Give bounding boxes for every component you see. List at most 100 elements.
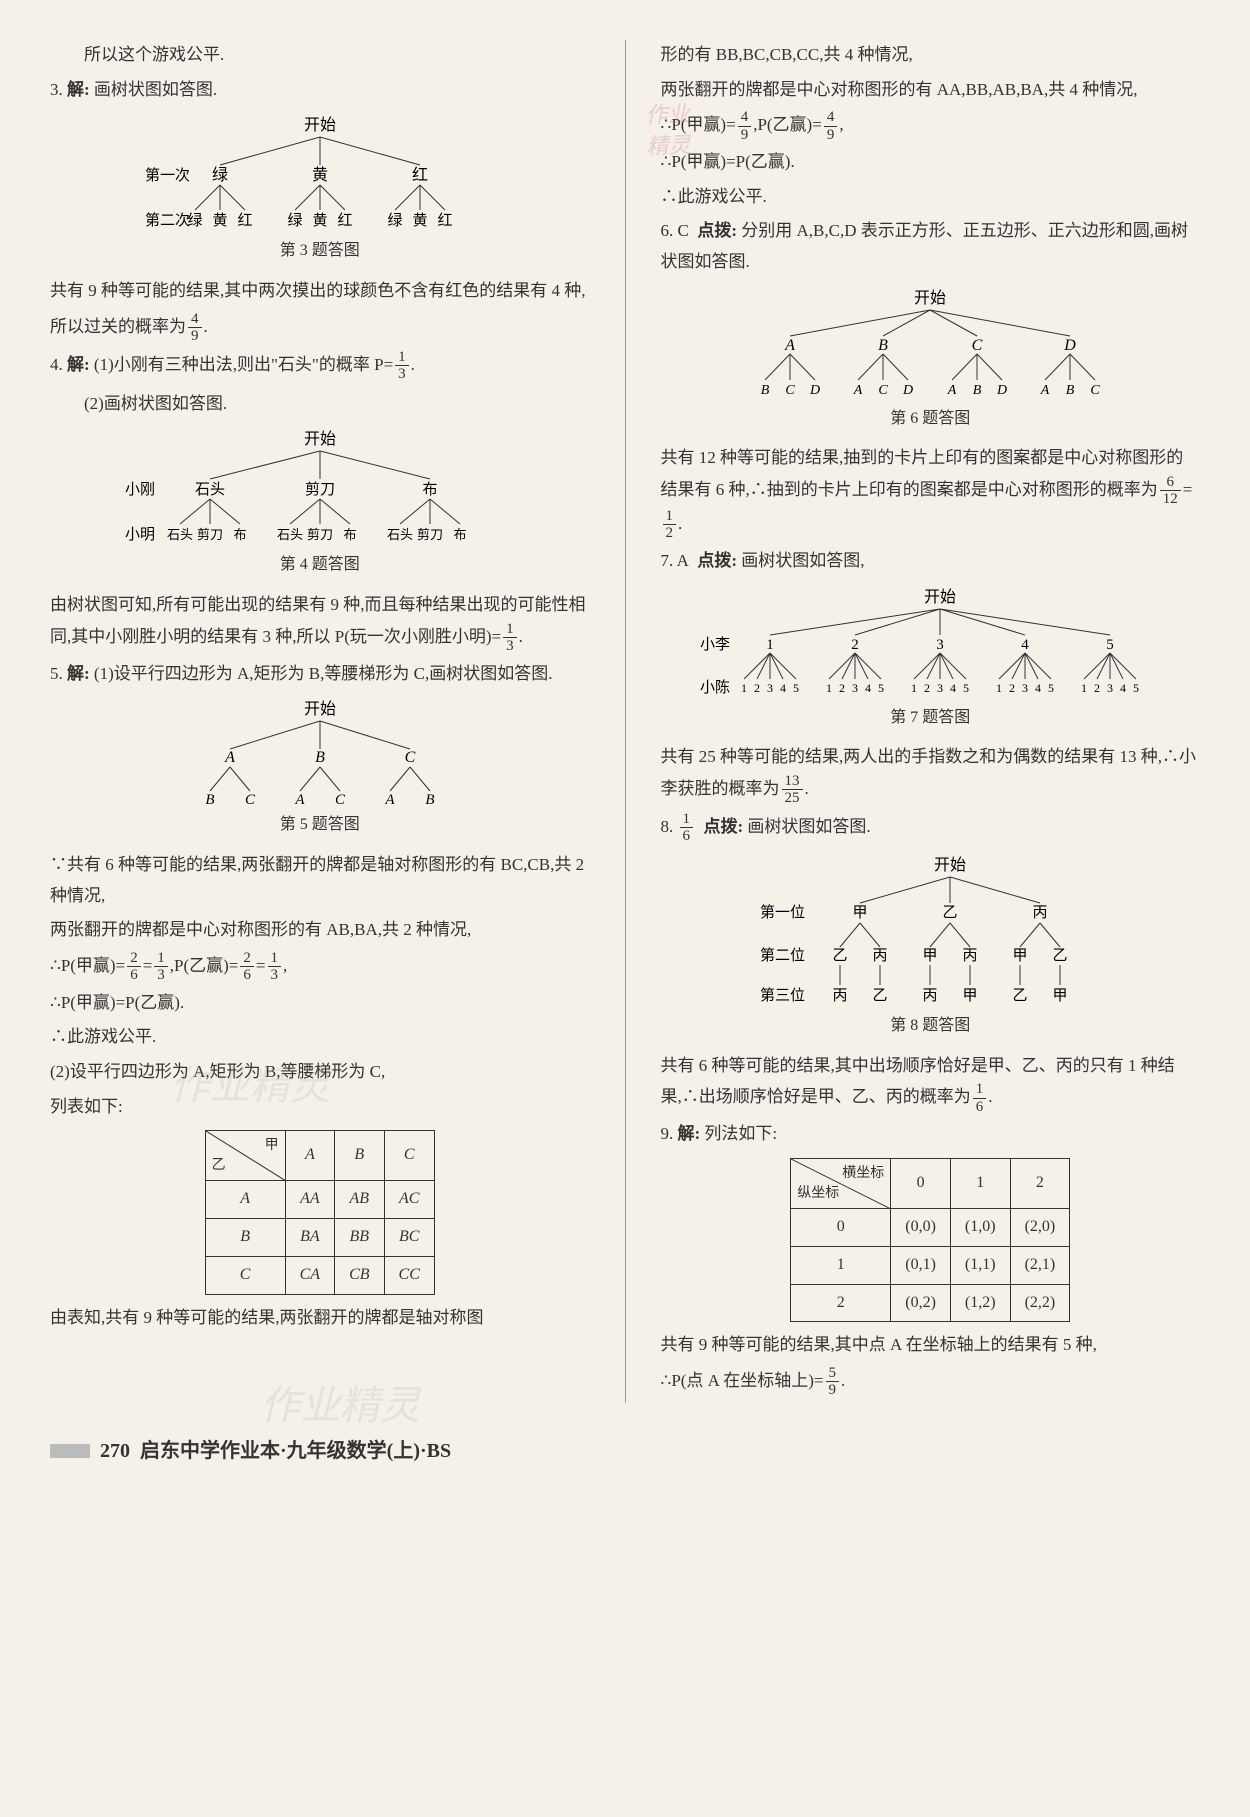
svg-text:C: C	[879, 383, 889, 398]
text: (1)设平行四边形为 A,矩形为 B,等腰梯形为 C,画树状图如答图.	[94, 664, 553, 683]
svg-text:剪刀: 剪刀	[305, 481, 335, 498]
svg-text:5: 5	[1048, 681, 1054, 695]
left-column: 所以这个游戏公平. 3. 解: 画树状图如答图. 开始 第一次 绿黄红 第二次 …	[50, 40, 590, 1403]
svg-text:红: 红	[437, 212, 452, 229]
q3-caption: 第 3 题答图	[50, 237, 590, 266]
svg-text:B: B	[761, 383, 770, 398]
svg-text:2: 2	[1094, 681, 1100, 695]
svg-text:布: 布	[422, 481, 437, 498]
svg-text:2: 2	[852, 637, 860, 653]
q8-caption: 第 8 题答图	[661, 1012, 1201, 1041]
svg-text:D: D	[809, 383, 820, 398]
q7-answer: A	[677, 551, 689, 570]
svg-text:A: A	[224, 749, 235, 766]
q3-label: 解:	[67, 80, 90, 99]
svg-text:红: 红	[237, 212, 252, 229]
svg-text:剪刀: 剪刀	[417, 527, 443, 542]
svg-text:3: 3	[1022, 681, 1028, 695]
svg-text:3: 3	[1107, 681, 1113, 695]
q3-tree: 开始 第一次 绿黄红 第二次 绿黄红 绿黄红 绿黄红 第 3 题答图	[50, 115, 590, 266]
q3-text: 画树状图如答图.	[94, 80, 217, 99]
svg-text:石头: 石头	[277, 527, 303, 542]
text: 共有 9 种等可能的结果,其中点 A 在坐标轴上的结果有 5 种,	[661, 1330, 1201, 1361]
text: 共有 6 种等可能的结果,其中出场顺序恰好是甲、乙、丙的只有 1 种结果,∴出场…	[661, 1051, 1201, 1116]
q9-table: 横坐标纵坐标 012 0(0,0)(1,0)(2,0) 1(0,1)(1,1)(…	[790, 1158, 1070, 1322]
q8-tree: 开始 第一位 甲乙丙 第二位 乙丙 甲丙 甲乙 第三位 丙乙 丙甲 乙甲 第 8…	[661, 855, 1201, 1041]
q4-label: 解:	[67, 354, 90, 373]
text: ∴P(甲赢)=P(乙赢).	[661, 147, 1201, 178]
svg-text:B: B	[878, 337, 888, 354]
q7-tree: 开始 小李 12345 小陈 12345 12345 12345 12345 1…	[661, 587, 1201, 733]
svg-text:开始: 开始	[934, 856, 966, 874]
text: ∴此游戏公平.	[50, 1022, 590, 1053]
q4-tree: 开始 小刚 石头剪刀布 小明 石头剪刀布 石头剪刀布 石头剪刀布 第 4 题答图	[50, 429, 590, 580]
svg-text:小明: 小明	[125, 526, 155, 543]
svg-text:3: 3	[937, 681, 943, 695]
svg-text:开始: 开始	[304, 700, 336, 718]
question-8: 8. 16 点拨: 画树状图如答图.	[661, 811, 1201, 845]
svg-text:5: 5	[1107, 637, 1115, 653]
svg-text:第二位: 第二位	[760, 946, 805, 964]
svg-text:丙: 丙	[833, 988, 848, 1004]
text: 分别用 A,B,C,D 表示正方形、正五边形、正六边形和圆,画树状图如答图.	[661, 221, 1189, 271]
svg-text:绿: 绿	[187, 212, 202, 229]
svg-text:A: A	[1040, 383, 1050, 398]
svg-text:开始: 开始	[304, 116, 336, 134]
question-9: 9. 解: 列法如下:	[661, 1119, 1201, 1150]
svg-text:B: B	[973, 383, 982, 398]
svg-text:4: 4	[1120, 681, 1126, 695]
svg-text:D: D	[996, 383, 1007, 398]
svg-text:丙: 丙	[1033, 905, 1048, 921]
page-content: 所以这个游戏公平. 3. 解: 画树状图如答图. 开始 第一次 绿黄红 第二次 …	[50, 40, 1200, 1403]
svg-text:乙: 乙	[873, 988, 888, 1004]
svg-text:5: 5	[1133, 681, 1139, 695]
question-5: 5. 解: (1)设平行四边形为 A,矩形为 B,等腰梯形为 C,画树状图如答图…	[50, 659, 590, 690]
svg-text:1: 1	[911, 681, 917, 695]
svg-text:黄: 黄	[312, 212, 327, 229]
text: 画树状图如答图,	[741, 551, 864, 570]
svg-text:C: C	[404, 749, 415, 766]
svg-text:第二次: 第二次	[145, 211, 190, 229]
svg-text:C: C	[786, 383, 796, 398]
text: ∴此游戏公平.	[661, 182, 1201, 213]
q6-label: 点拨:	[697, 221, 737, 240]
svg-text:B: B	[315, 749, 325, 766]
q5-number: 5.	[50, 664, 63, 683]
text: 共有 9 种等可能的结果,其中两次摸出的球颜色不含有红色的结果有 4 种,	[50, 276, 590, 307]
q5-table: 甲乙 ABC AAAABAC BBABBBC CCACBCC	[205, 1130, 435, 1294]
question-3: 3. 解: 画树状图如答图.	[50, 75, 590, 106]
svg-text:开始: 开始	[304, 430, 336, 448]
svg-text:第三位: 第三位	[760, 986, 805, 1004]
text: 两张翻开的牌都是中心对称图形的有 AB,BA,共 2 种情况,	[50, 915, 590, 946]
q8-label: 点拨:	[704, 817, 744, 836]
text: 所以过关的概率为49.	[50, 311, 590, 345]
q4-caption: 第 4 题答图	[50, 551, 590, 580]
svg-text:A: A	[384, 792, 395, 808]
svg-text:4: 4	[780, 681, 786, 695]
svg-text:2: 2	[754, 681, 760, 695]
question-7: 7. A 点拨: 画树状图如答图,	[661, 546, 1201, 577]
q8-number: 8.	[661, 817, 674, 836]
svg-text:布: 布	[343, 527, 356, 542]
svg-text:甲: 甲	[1053, 988, 1068, 1004]
q6-answer: C	[678, 221, 689, 240]
svg-text:1: 1	[826, 681, 832, 695]
svg-text:开始: 开始	[924, 588, 956, 606]
svg-text:2: 2	[839, 681, 845, 695]
svg-text:石头: 石头	[167, 527, 193, 542]
q4-number: 4.	[50, 354, 63, 373]
q7-number: 7.	[661, 551, 674, 570]
svg-text:5: 5	[963, 681, 969, 695]
text: 列法如下:	[704, 1124, 777, 1143]
svg-text:开始: 开始	[914, 289, 946, 307]
q5-caption: 第 5 题答图	[50, 811, 590, 840]
q9-number: 9.	[661, 1124, 674, 1143]
text: 共有 25 种等可能的结果,两人出的手指数之和为偶数的结果有 13 种,∴小李获…	[661, 742, 1201, 807]
svg-text:剪刀: 剪刀	[197, 527, 223, 542]
svg-text:A: A	[784, 337, 795, 354]
svg-text:D: D	[902, 383, 913, 398]
page-footer: 270 启东中学作业本·九年级数学(上)·BS	[50, 1433, 1200, 1469]
svg-text:B: B	[425, 792, 434, 808]
text: (2)设平行四边形为 A,矩形为 B,等腰梯形为 C,	[50, 1057, 590, 1088]
svg-text:A: A	[947, 383, 957, 398]
